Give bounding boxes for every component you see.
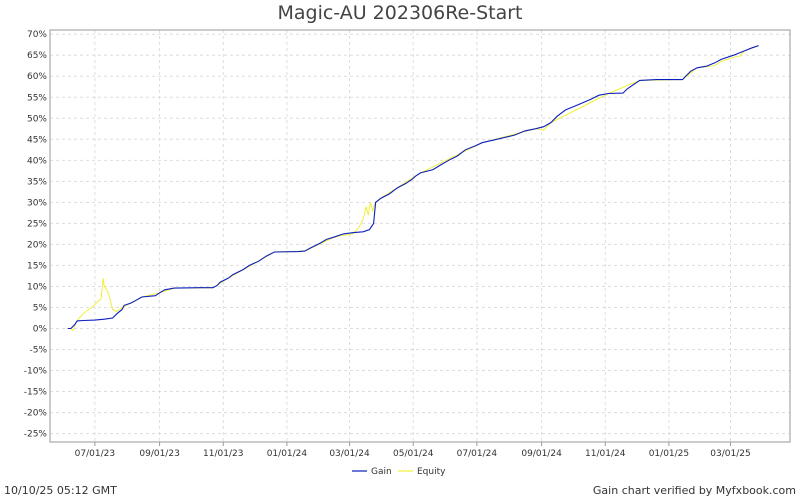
x-tick-label: 07/01/23 [75, 449, 115, 459]
x-tick-label: 07/01/24 [457, 449, 498, 459]
x-tick-label: 01/01/24 [267, 449, 308, 459]
y-tick-label: 15% [27, 261, 47, 271]
x-tick-label: 11/01/24 [585, 449, 626, 459]
x-tick-label: 05/01/24 [393, 449, 434, 459]
y-tick-label: 20% [27, 240, 47, 250]
x-tick-label: 09/01/24 [521, 449, 562, 459]
chart-title: Magic-AU 202306Re-Start [277, 2, 523, 24]
legend-label-gain: Gain [371, 467, 392, 477]
y-tick-label: -25% [24, 430, 48, 440]
legend-label-equity: Equity [417, 467, 446, 477]
x-tick-label: 09/01/23 [139, 449, 179, 459]
y-tick-label: -10% [24, 367, 48, 377]
x-tick-label: 01/01/25 [649, 449, 689, 459]
y-tick-label: 60% [27, 72, 47, 82]
y-tick-label: -15% [24, 388, 48, 398]
verified-by-text: Gain chart verified by Myfxbook.com [592, 484, 796, 497]
x-axis: 07/01/23 09/01/23 11/01/23 01/01/24 03/01/24… [75, 442, 751, 459]
series-lines [67, 45, 759, 332]
y-tick-label: 70% [27, 30, 47, 40]
chart-timestamp: 10/10/25 05:12 GMT [4, 484, 117, 497]
grid-lines [50, 30, 790, 442]
y-tick-label: 10% [27, 282, 47, 292]
series-line-gain [67, 45, 759, 330]
x-tick-label: 03/01/24 [329, 449, 370, 459]
y-tick-label: 50% [27, 114, 47, 124]
y-tick-label: 35% [27, 177, 47, 187]
y-tick-label: 25% [27, 219, 47, 229]
x-tick-label: 03/01/25 [710, 449, 750, 459]
plot-frame [49, 29, 791, 443]
y-tick-label: 0% [33, 324, 48, 334]
y-tick-label: 40% [27, 156, 47, 166]
y-tick-label: 30% [27, 198, 47, 208]
y-tick-label: 65% [27, 51, 47, 61]
y-tick-label: 5% [33, 303, 48, 313]
x-tick-label: 11/01/23 [203, 449, 243, 459]
y-tick-label: 45% [27, 135, 47, 145]
legend: Gain Equity [352, 467, 446, 477]
y-tick-label: -5% [29, 346, 47, 356]
y-tick-label: 55% [27, 93, 47, 103]
y-axis: 70% 65% 60% 55% 50% 45% 40% 35% 30% 25% 20% 15% 10% 5… [24, 30, 48, 439]
y-tick-label: -20% [24, 409, 48, 419]
